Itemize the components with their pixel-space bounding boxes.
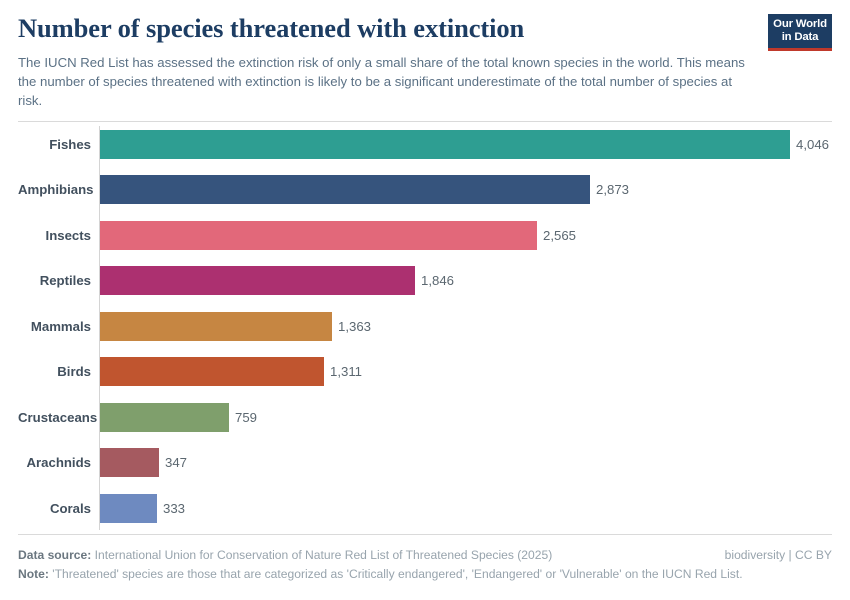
bar[interactable] xyxy=(100,220,537,250)
bar-value-label: 759 xyxy=(235,409,258,425)
bar-category-label: Crustaceans xyxy=(18,409,98,425)
bar-value-label: 347 xyxy=(165,455,188,471)
data-source-text: International Union for Conservation of … xyxy=(94,547,553,562)
chart-footer: Data source: International Union for Con… xyxy=(18,546,832,585)
bar-category-label: Birds xyxy=(57,364,91,380)
note-label: Note: xyxy=(18,567,49,582)
page-title: Number of species threatened with extinc… xyxy=(18,13,525,43)
owid-logo[interactable]: Our World in Data xyxy=(768,14,832,51)
note-text: 'Threatened' species are those that are … xyxy=(52,567,743,582)
footer-note-row: Note: 'Threatened' species are those tha… xyxy=(18,565,832,585)
chart-header: Number of species threatened with extinc… xyxy=(18,0,832,110)
bar[interactable] xyxy=(100,493,157,523)
bar-category-label: Fishes xyxy=(49,136,91,152)
bar-row[interactable]: Crustaceans 759 xyxy=(18,402,832,432)
bar-value-label: 1,363 xyxy=(338,318,372,334)
bar-value-label: 2,565 xyxy=(543,227,577,243)
bar-row[interactable]: Insects 2,565 xyxy=(18,220,832,250)
bar[interactable] xyxy=(100,402,229,432)
bar[interactable] xyxy=(100,175,590,205)
bar-value-label: 2,873 xyxy=(596,182,630,198)
bar-category-label: Amphibians xyxy=(18,182,94,198)
chart-area: Fishes 4,046 Amphibians 2,873 Insects 2,565 Re… xyxy=(18,120,832,535)
bar-category-label: Insects xyxy=(45,227,91,243)
bar[interactable] xyxy=(100,448,159,478)
footer-source-row: Data source: International Union for Con… xyxy=(18,546,832,566)
bar-chart-plot: Fishes 4,046 Amphibians 2,873 Insects 2,565 Re… xyxy=(18,122,832,534)
bar-category-label: Reptiles xyxy=(39,273,91,289)
owid-logo-line-1: Our World xyxy=(773,18,827,30)
bar-row[interactable]: Mammals 1,363 xyxy=(18,311,832,341)
bar-row[interactable]: Amphibians 2,873 xyxy=(18,175,832,205)
bar-category-label: Corals xyxy=(49,500,91,516)
bar-category-label: Arachnids xyxy=(26,455,92,471)
bar[interactable] xyxy=(100,357,324,387)
data-source-label: Data source: xyxy=(18,547,92,562)
bar[interactable] xyxy=(100,266,415,296)
bar-value-label: 1,311 xyxy=(330,364,363,380)
owid-logo-line-2: in Data xyxy=(781,31,819,44)
bar-row[interactable]: Birds 1,311 xyxy=(18,357,832,387)
bar-row[interactable]: Corals 333 xyxy=(18,493,832,523)
bar-category-label: Mammals xyxy=(30,318,91,334)
bar-row[interactable]: Reptiles 1,846 xyxy=(18,266,832,296)
bar-value-label: 1,846 xyxy=(421,273,455,289)
bar-value-label: 333 xyxy=(163,500,186,516)
bar-value-label: 4,046 xyxy=(796,136,830,152)
bar-row[interactable]: Fishes 4,046 xyxy=(18,129,832,159)
bar-row[interactable]: Arachnids 347 xyxy=(18,448,832,478)
chart-subtitle: The IUCN Red List has assessed the extin… xyxy=(18,54,745,108)
footer-attribution[interactable]: biodiversity | CC BY xyxy=(724,547,832,562)
bar[interactable] xyxy=(100,311,332,341)
y-axis-line xyxy=(99,125,100,530)
bar[interactable] xyxy=(100,129,790,159)
